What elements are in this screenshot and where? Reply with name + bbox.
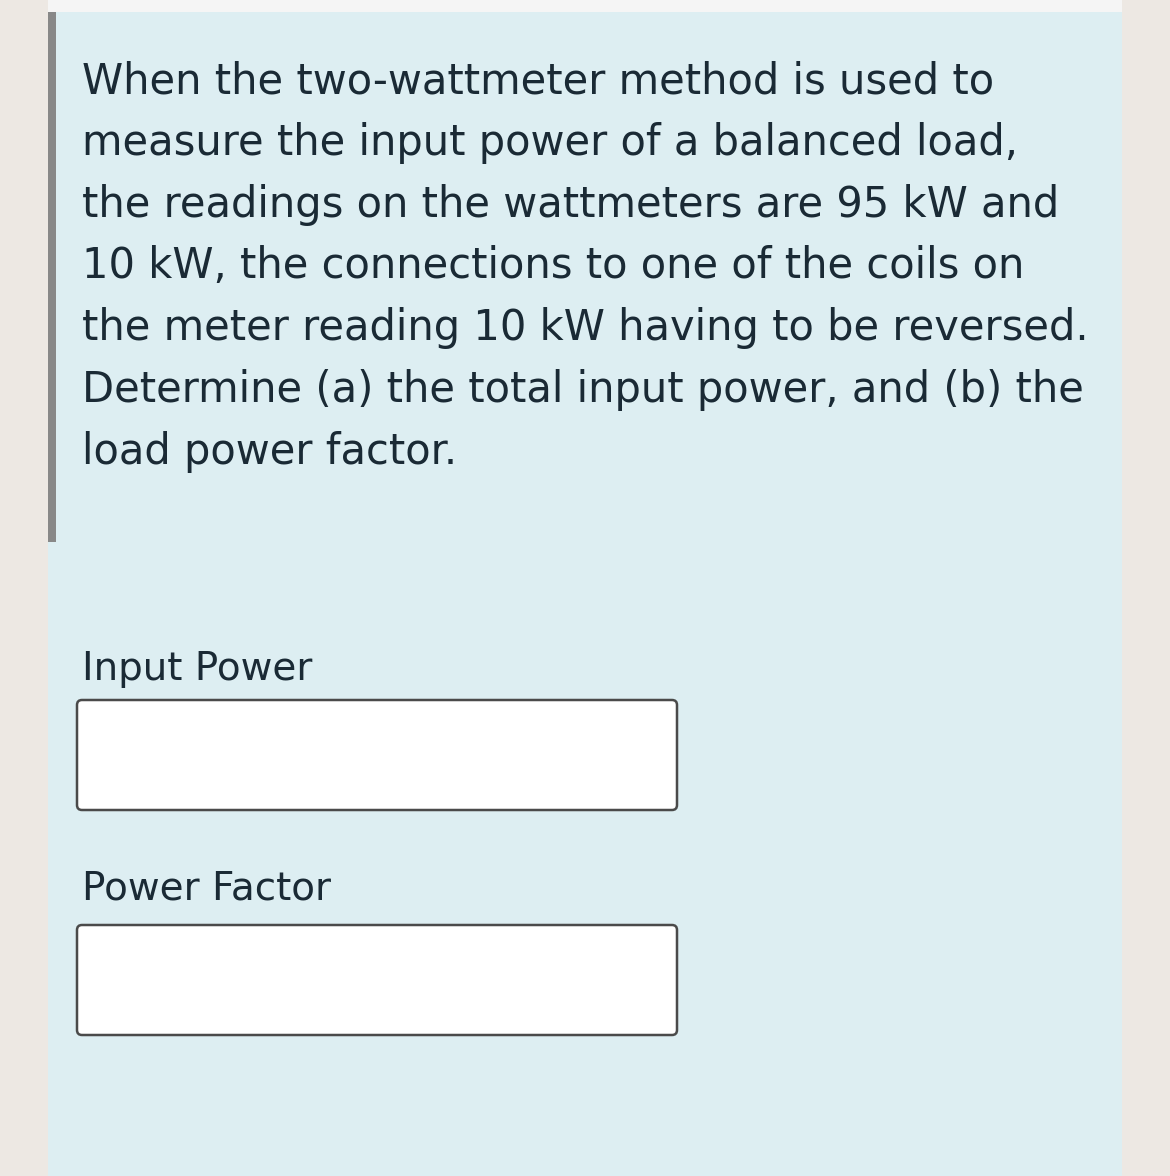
FancyBboxPatch shape [77,926,677,1035]
Bar [48,12,56,542]
Text: Power Factor: Power Factor [82,870,331,908]
Text: Input Power: Input Power [82,650,312,688]
Bar [0,0,48,1176]
Bar [48,0,1122,12]
Bar [1122,0,1170,1176]
FancyBboxPatch shape [77,700,677,810]
Text: When the two-wattmeter method is used to
measure the input power of a balanced l: When the two-wattmeter method is used to… [82,60,1088,473]
